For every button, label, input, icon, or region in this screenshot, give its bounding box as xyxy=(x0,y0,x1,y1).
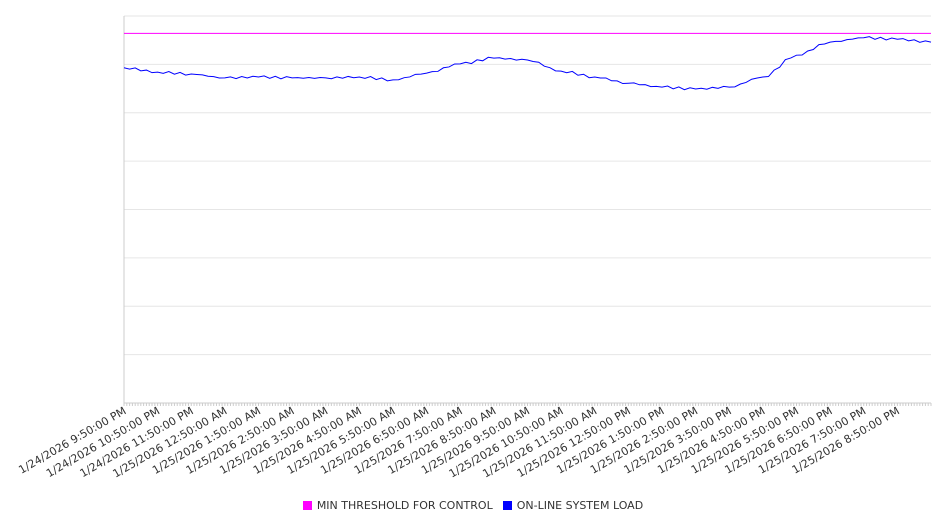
legend-label: ON-LINE SYSTEM LOAD xyxy=(516,499,644,512)
x-tick-labels: 1/24/2026 9:50:00 PM1/24/2026 10:50:00 P… xyxy=(16,404,901,480)
gridlines xyxy=(124,15,931,356)
legend-item-system-load[interactable]: ON-LINE SYSTEM LOAD xyxy=(502,499,644,512)
legend-label: MIN THRESHOLD FOR CONTROL xyxy=(316,499,493,512)
x-axis-ticks xyxy=(123,403,932,406)
legend-swatch xyxy=(302,501,312,510)
series-lines xyxy=(123,32,932,91)
line-chart: 1/24/2026 9:50:00 PM1/24/2026 10:50:00 P… xyxy=(16,15,932,481)
legend-item-threshold[interactable]: MIN THRESHOLD FOR CONTROL xyxy=(302,499,493,512)
series-line-1 xyxy=(123,36,932,91)
legend: MIN THRESHOLD FOR CONTROL ON-LINE SYSTEM… xyxy=(0,499,946,512)
legend-swatch xyxy=(502,501,512,510)
